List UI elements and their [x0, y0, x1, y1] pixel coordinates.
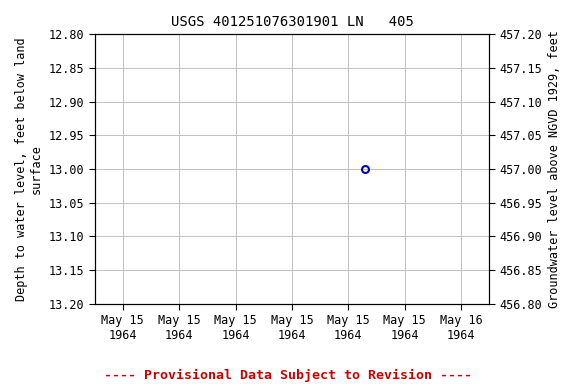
Y-axis label: Depth to water level, feet below land
surface: Depth to water level, feet below land su…: [15, 37, 43, 301]
Title: USGS 401251076301901 LN   405: USGS 401251076301901 LN 405: [170, 15, 414, 29]
Y-axis label: Groundwater level above NGVD 1929, feet: Groundwater level above NGVD 1929, feet: [548, 30, 561, 308]
Text: ---- Provisional Data Subject to Revision ----: ---- Provisional Data Subject to Revisio…: [104, 369, 472, 382]
